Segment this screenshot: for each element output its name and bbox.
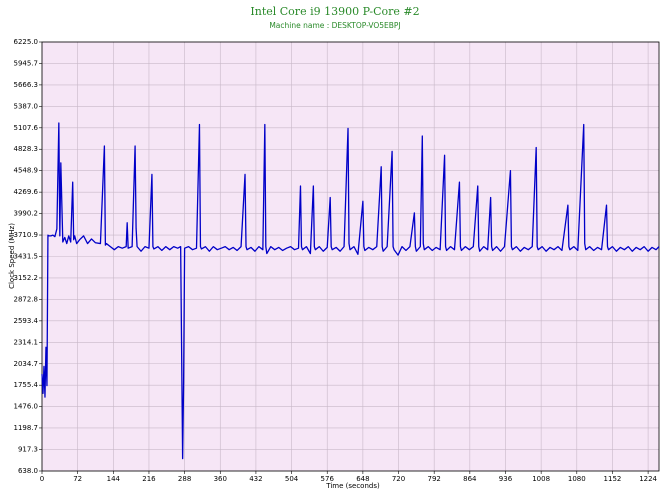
x-tick-label: 648 [356, 475, 369, 483]
x-tick-label: 432 [249, 475, 262, 483]
y-tick-label: 1755.4 [14, 381, 39, 389]
y-tick-label: 6225.0 [14, 38, 39, 46]
x-tick-label: 504 [285, 475, 299, 483]
y-tick-label: 4548.9 [14, 167, 39, 175]
y-tick-label: 638.0 [18, 467, 38, 475]
y-axis-label: Clock Speed (MHz) [8, 223, 16, 289]
y-tick-label: 3710.9 [14, 231, 39, 239]
x-tick-label: 792 [427, 475, 440, 483]
y-tick-label: 1198.7 [14, 424, 39, 432]
plot-border [41, 41, 660, 472]
x-tick-label: 0 [40, 475, 44, 483]
y-tick-label: 1476.0 [14, 403, 39, 411]
x-axis-label: Time (seconds) [325, 482, 380, 490]
series-line [41, 122, 660, 460]
y-tick-label: 5945.7 [14, 59, 39, 67]
y-tick-label: 4828.3 [14, 145, 39, 153]
chart-subtitle: Machine name : DESKTOP-VO5EBPJ [269, 21, 400, 30]
y-tick-label: 917.3 [18, 446, 38, 454]
x-tick-label: 72 [73, 475, 82, 483]
y-tick-label: 2593.4 [14, 317, 39, 325]
x-tick-label: 1152 [604, 475, 622, 483]
x-tick-label: 720 [392, 475, 405, 483]
x-tick-label: 144 [107, 475, 121, 483]
y-tick-label: 5666.3 [14, 81, 39, 89]
x-tick-label: 288 [178, 475, 191, 483]
y-tick-label: 5107.6 [14, 124, 39, 132]
x-tick-label: 576 [321, 475, 335, 483]
y-tick-label: 5387.0 [14, 102, 39, 110]
y-tick-label: 2034.7 [14, 360, 39, 368]
y-tick-label: 3152.2 [14, 274, 39, 282]
x-tick-label: 1080 [568, 475, 586, 483]
x-tick-label: 864 [463, 475, 477, 483]
x-tick-label: 1008 [532, 475, 550, 483]
chart-title: Intel Core i9 13900 P-Core #2 [250, 5, 419, 18]
y-tick-label: 4269.6 [14, 188, 39, 196]
x-tick-label: 360 [214, 475, 227, 483]
y-tick-label: 2872.8 [14, 295, 39, 303]
y-tick-label: 2314.1 [14, 338, 39, 346]
x-tick-label: 936 [499, 475, 513, 483]
y-tick-label: 3431.5 [14, 253, 39, 261]
x-tick-label: 1224 [639, 475, 657, 483]
x-tick-label: 216 [142, 475, 156, 483]
y-tick-label: 3990.2 [14, 210, 39, 218]
